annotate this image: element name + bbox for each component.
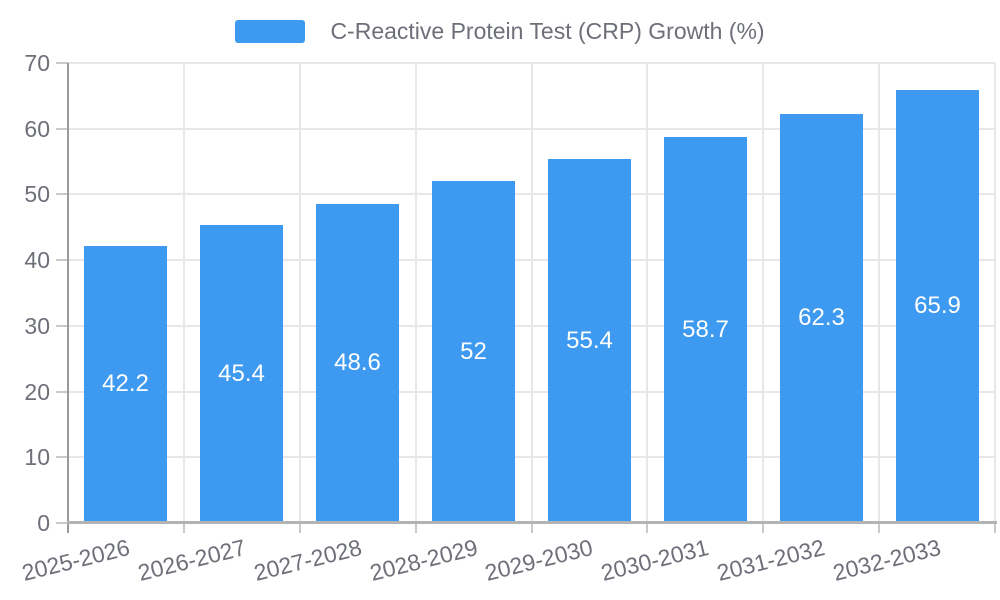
vertical-gridline: [530, 63, 533, 523]
x-axis-tick: [762, 523, 765, 533]
bar-value-label: 52: [460, 338, 487, 366]
x-axis-tick-label: 2027-2028: [250, 534, 364, 586]
x-axis-tick: [298, 523, 301, 533]
horizontal-gridline: [68, 324, 995, 327]
horizontal-gridline: [68, 193, 995, 196]
legend-swatch[interactable]: [235, 20, 306, 43]
x-axis-line: [67, 521, 997, 524]
y-axis-line: [67, 63, 69, 533]
x-axis-tick: [182, 523, 185, 533]
bar-value-label: 58.7: [682, 316, 729, 344]
vertical-gridline: [878, 63, 881, 523]
y-axis-tick-label: 0: [37, 510, 50, 536]
y-axis-tick-label: 20: [24, 378, 50, 405]
vertical-gridline: [182, 63, 185, 523]
y-axis-tick: [56, 127, 68, 130]
y-axis-tick: [56, 193, 68, 196]
bar-2030-2031[interactable]: 58.7: [664, 137, 747, 523]
horizontal-gridline: [68, 127, 995, 130]
bar-2027-2028[interactable]: 48.6: [316, 203, 399, 523]
horizontal-gridline: [68, 62, 995, 64]
x-axis-tick-label: 2025-2026: [19, 534, 133, 586]
vertical-gridline: [298, 63, 301, 523]
y-axis-tick: [56, 62, 68, 64]
x-axis-tick-label: 2032-2033: [830, 534, 944, 586]
x-axis-tick-label: 2031-2032: [714, 534, 828, 586]
vertical-gridline: [414, 63, 417, 523]
y-axis-tick-label: 60: [24, 115, 50, 142]
x-axis-tick: [414, 523, 417, 533]
vertical-gridline: [646, 63, 649, 523]
x-axis-tick-label: 2029-2030: [482, 534, 596, 586]
y-axis-tick: [56, 390, 68, 393]
x-axis-tick: [646, 523, 649, 533]
x-axis-tick: [994, 523, 996, 533]
y-axis-tick-label: 10: [24, 444, 50, 471]
y-axis-tick-label: 50: [24, 181, 50, 208]
bar-value-label: 42.2: [102, 370, 149, 398]
horizontal-gridline: [68, 390, 995, 393]
bar-value-label: 62.3: [798, 304, 845, 332]
bar-value-label: 55.4: [566, 326, 613, 354]
x-axis-tick-label: 2026-2027: [135, 534, 249, 586]
legend-label[interactable]: C-Reactive Protein Test (CRP) Growth (%): [330, 18, 765, 44]
bar-value-label: 65.9: [914, 292, 961, 320]
x-axis-tick: [878, 523, 881, 533]
y-axis-tick: [56, 456, 68, 459]
bar-2025-2026[interactable]: 42.2: [84, 245, 167, 523]
y-axis-tick: [56, 259, 68, 262]
bar-2032-2033[interactable]: 65.9: [896, 89, 979, 523]
bar-2028-2029[interactable]: 52: [432, 181, 515, 523]
x-axis-tick-label: 2030-2031: [598, 534, 712, 586]
bar-2026-2027[interactable]: 45.4: [200, 224, 283, 523]
y-axis-tick-label: 40: [24, 247, 50, 274]
y-axis-tick: [56, 324, 68, 327]
bar-2031-2032[interactable]: 62.3: [780, 113, 863, 523]
bar-value-label: 45.4: [218, 359, 265, 387]
vertical-gridline: [994, 63, 996, 523]
horizontal-gridline: [68, 456, 995, 459]
vertical-gridline: [762, 63, 765, 523]
y-axis-tick-label: 70: [24, 50, 50, 76]
bar-value-label: 48.6: [334, 349, 381, 377]
x-axis-tick-label: 2028-2029: [366, 534, 480, 586]
legend[interactable]: C-Reactive Protein Test (CRP) Growth (%): [0, 18, 1000, 45]
horizontal-gridline: [68, 259, 995, 262]
y-axis-tick: [56, 522, 68, 524]
bar-2029-2030[interactable]: 55.4: [548, 158, 631, 523]
y-axis-tick-label: 30: [24, 312, 50, 339]
x-axis-tick: [530, 523, 533, 533]
